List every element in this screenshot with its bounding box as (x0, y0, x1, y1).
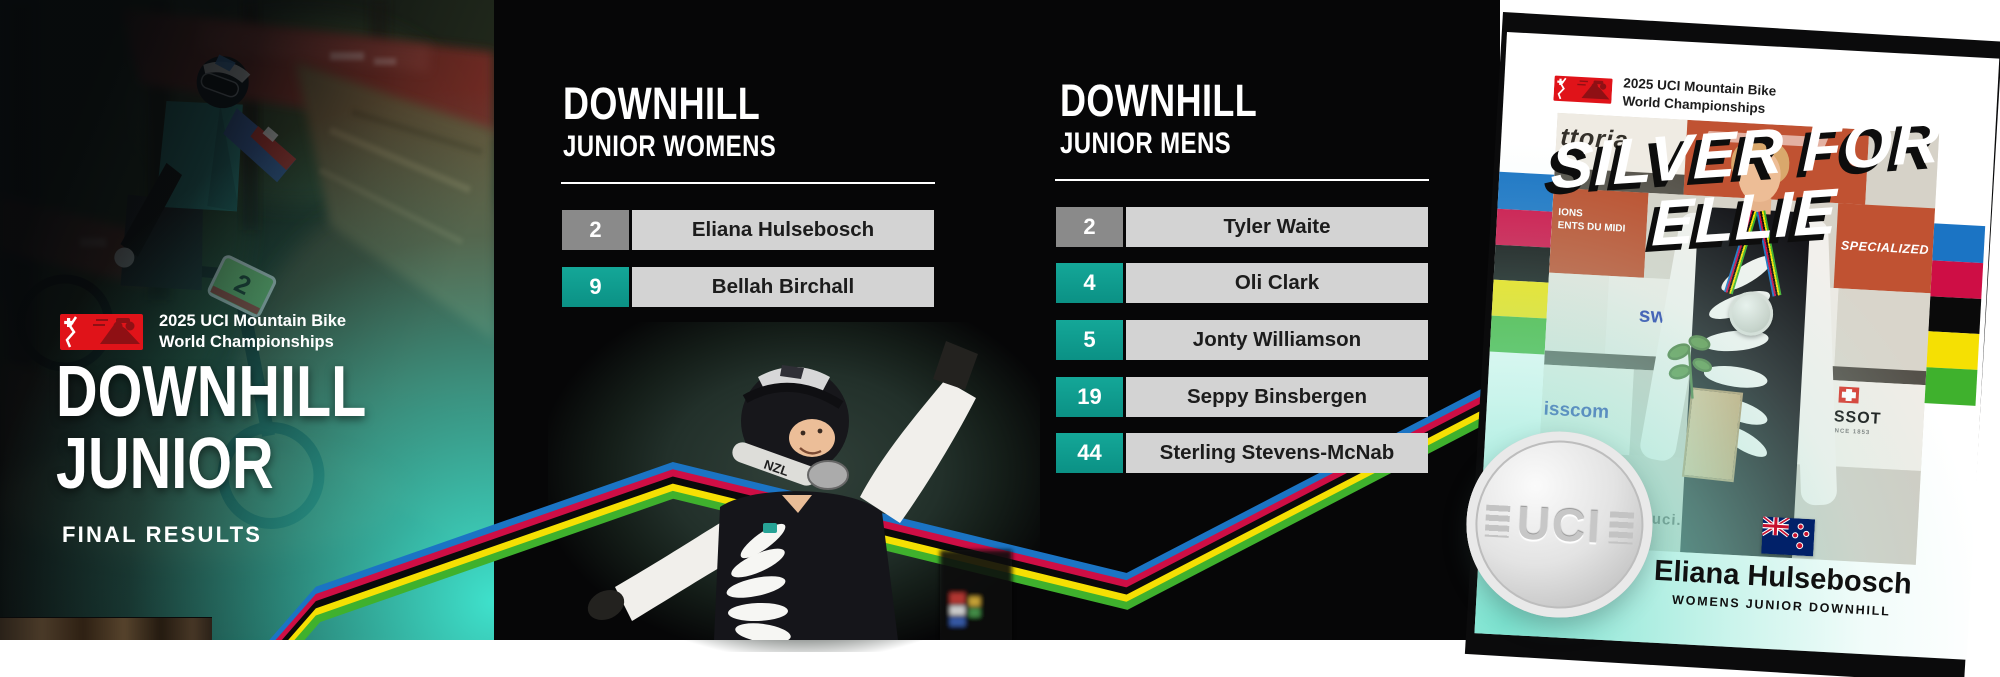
rider-number: 2 (562, 210, 629, 250)
rider-name: Sterling Stevens-McNab (1126, 433, 1428, 473)
mens-result-row: 4 Oli Clark (1056, 263, 1428, 303)
rider-number: 44 (1056, 433, 1123, 473)
rider-name: Seppy Binsbergen (1126, 377, 1428, 417)
rider-name: Bellah Birchall (632, 267, 934, 307)
silver-for-ellie-card: ttoria IONS ENTS DU MIDI SPECIALIZED swi… (1461, 32, 2000, 660)
mens-heading: DOWNHILL (1060, 75, 1258, 126)
uci-mtb-logo-icon (1553, 75, 1613, 104)
page-title: DOWNHILL JUNIOR (56, 356, 444, 500)
rider-number: 19 (1056, 377, 1123, 417)
chest-logo (763, 523, 777, 533)
womens-heading: DOWNHILL (563, 78, 761, 129)
rider-number: 4 (1056, 263, 1123, 303)
extended-glove (587, 589, 625, 621)
raised-glove (933, 341, 978, 390)
mens-result-row: 2 Tyler Waite (1056, 207, 1428, 247)
rider-name: Jonty Williamson (1126, 320, 1428, 360)
blurred-ground-strip (0, 617, 212, 640)
rider-name: Tyler Waite (1126, 207, 1428, 247)
card-event-logo-text: 2025 UCI Mountain Bike World Championshi… (1622, 74, 1777, 117)
full-face-helmet: NZL (732, 365, 849, 490)
uci-logo-bars (1608, 511, 1634, 545)
uci-rainbow-stripe-band (269, 338, 1582, 640)
uci-logo-bars (1485, 504, 1511, 538)
final-results-label: FINAL RESULTS (62, 522, 263, 547)
uci-mtb-logo-icon (60, 314, 143, 351)
event-logo-line2: World Championships (159, 333, 334, 352)
raised-arm-sleeve (860, 380, 976, 523)
medal-uci-text: UCI (1515, 496, 1604, 553)
celebrating-rider-photo: NZL (587, 341, 1012, 640)
silver-fern-graphic (726, 523, 791, 640)
mens-result-row: 5 Jonty Williamson (1056, 320, 1428, 360)
mens-divider (1055, 179, 1429, 181)
left-photo-panel: 2 2025 UCI Mountain Bike (0, 0, 494, 640)
new-zealand-flag (1761, 516, 1816, 557)
title-line-2: JUNIOR (56, 424, 274, 504)
rider-number: 5 (1056, 320, 1123, 360)
event-logo-text: 2025 UCI Mountain Bike World Championshi… (159, 311, 346, 353)
card-uci-event-logo: 2025 UCI Mountain Bike World Championshi… (1553, 71, 1777, 118)
mens-result-row: 19 Seppy Binsbergen (1056, 377, 1428, 417)
rider-name: Oli Clark (1126, 263, 1428, 303)
sapling-plant (1667, 335, 1713, 399)
rider-name: Eliana Hulsebosch (632, 210, 934, 250)
sponsor-swisscom-partial: isscom (1543, 398, 1610, 424)
finish-area-sign (940, 550, 1012, 640)
event-logo-line1: 2025 UCI Mountain Bike (159, 312, 347, 330)
mens-result-row: 44 Sterling Stevens-McNab (1056, 433, 1428, 473)
uci-event-logo: 2025 UCI Mountain Bike World Championshi… (60, 311, 346, 353)
rider-number: 2 (1056, 207, 1123, 247)
womens-result-row: 2 Eliana Hulsebosch (562, 210, 934, 250)
womens-divider (561, 182, 935, 184)
title-line-1: DOWNHILL (56, 352, 367, 432)
mens-subheading: JUNIOR MENS (1060, 127, 1232, 160)
rider-number: 9 (562, 267, 629, 307)
womens-result-row: 9 Bellah Birchall (562, 267, 934, 307)
backdrop-footer-right: uci. (1651, 510, 1683, 530)
womens-subheading: JUNIOR WOMENS (563, 130, 777, 163)
extended-arm-sleeve (615, 520, 738, 621)
rider-vest (714, 491, 898, 640)
